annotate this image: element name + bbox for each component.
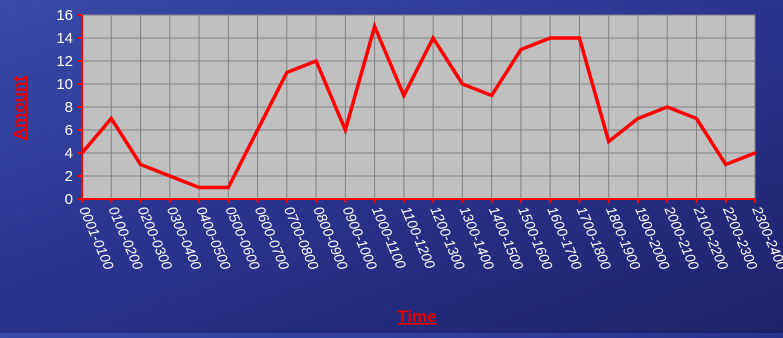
data-point (694, 117, 698, 120)
data-point (431, 36, 435, 40)
data-point (285, 71, 289, 74)
data-point (168, 174, 172, 178)
series-line (80, 21, 756, 190)
data-point (607, 140, 611, 143)
data-point (80, 151, 84, 155)
data-point (314, 59, 318, 63)
data-point (460, 82, 464, 86)
data-point (753, 151, 757, 155)
y-tick-label: 2 (65, 168, 73, 185)
data-point (519, 48, 523, 51)
data-point (343, 128, 347, 132)
data-point (402, 94, 406, 97)
x-axis-title: Time (397, 307, 436, 326)
data-point (197, 186, 201, 189)
y-tick-label: 16 (56, 7, 73, 24)
series-layer (80, 21, 757, 190)
y-tick-label: 12 (56, 53, 73, 70)
data-point (226, 186, 230, 189)
data-point (109, 117, 113, 120)
data-point (548, 36, 552, 40)
y-tick-label: 0 (65, 191, 73, 208)
y-tick-label: 14 (56, 30, 73, 47)
x-tick-labels: 0001-01000100-02000200-03000300-04000400… (76, 203, 783, 272)
data-point (256, 128, 260, 132)
axes (78, 14, 756, 203)
y-tick-label: 8 (65, 99, 73, 116)
y-tick-labels: 0 2 4 6 8 10 12 14 16 (56, 7, 73, 208)
y-tick-label: 4 (65, 145, 73, 162)
data-point (490, 94, 494, 97)
data-point (577, 36, 581, 40)
data-point (139, 163, 143, 166)
data-point (724, 163, 728, 166)
data-point (373, 25, 377, 28)
y-axis-title: Amount (10, 76, 29, 141)
y-tick-label: 10 (56, 76, 73, 93)
data-point (636, 117, 640, 120)
y-tick-label: 6 (65, 122, 73, 139)
data-point (665, 105, 669, 109)
